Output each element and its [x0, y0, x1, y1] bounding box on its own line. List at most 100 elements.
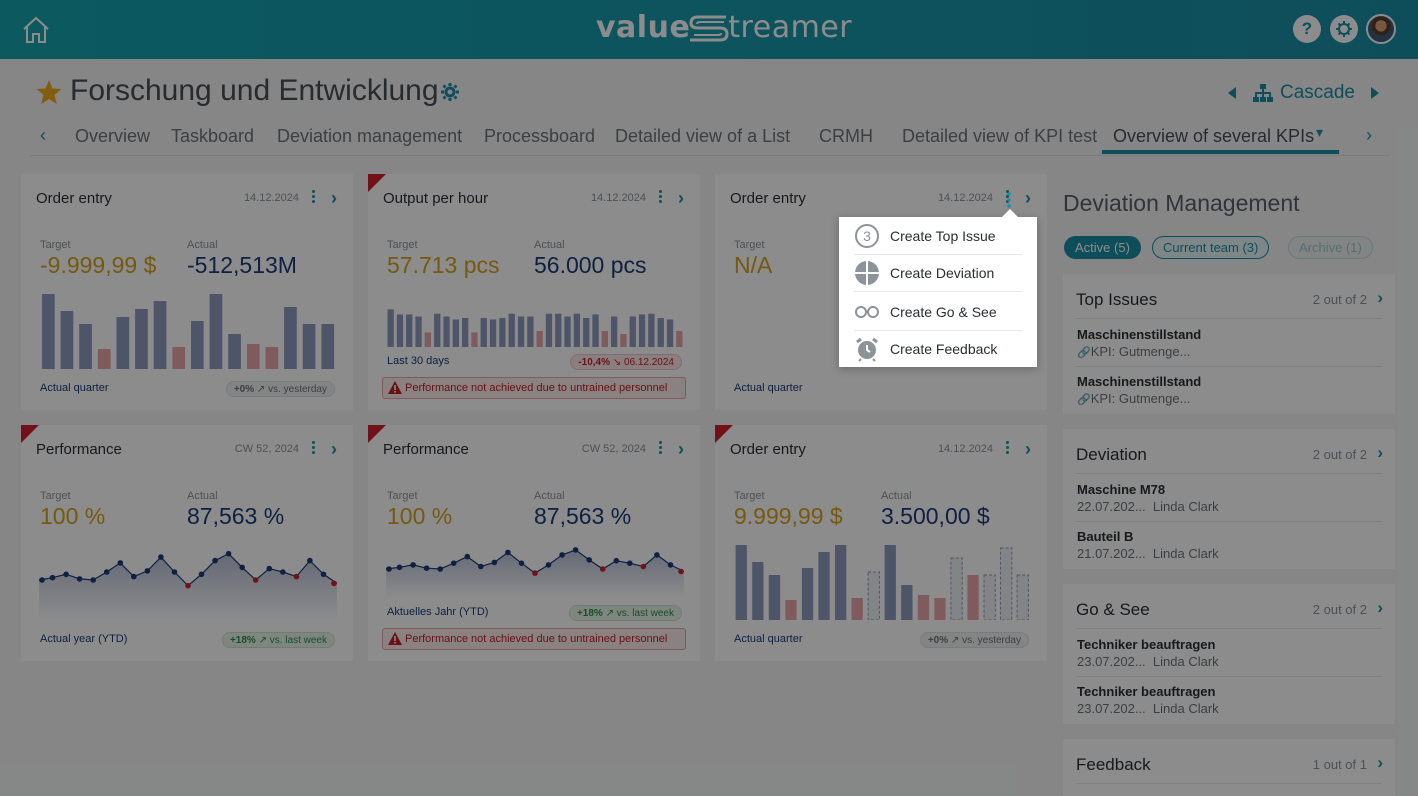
filter-active-pill[interactable]: Active (5)	[1064, 236, 1141, 259]
card-open-chevron-icon[interactable]: ›	[678, 188, 684, 208]
list-item-title[interactable]: Maschinenstillstand	[1077, 374, 1202, 389]
tab-overview-several-kpis[interactable]: Overview of several KPIs	[1113, 126, 1315, 146]
filter-archive-pill[interactable]: Archive (1)	[1288, 236, 1373, 259]
favorite-star-icon[interactable]	[35, 78, 63, 106]
chart-point	[198, 571, 205, 578]
chart-bar	[265, 347, 279, 369]
menu-item-create-go-see[interactable]: Create Go & See	[854, 294, 1024, 330]
card-open-chevron-icon[interactable]: ›	[1025, 188, 1031, 208]
user-avatar[interactable]	[1366, 14, 1396, 44]
menu-item-create-deviation[interactable]: Create Deviation	[854, 255, 1024, 291]
tab-detailed-view-kpi[interactable]: Detailed view of KPI test	[902, 126, 1098, 146]
chart-bar	[676, 331, 683, 347]
chart-bar	[406, 314, 413, 347]
trend-arrow-icon: ↗	[254, 384, 269, 395]
tab-dropdown-chevron-icon[interactable]: ▾	[1316, 124, 1324, 140]
chart-point	[307, 557, 313, 564]
chart-bar	[867, 571, 880, 620]
card-open-chevron-icon[interactable]: ›	[1025, 439, 1031, 459]
tab-overview[interactable]: Overview	[75, 126, 151, 146]
card-open-chevron-icon[interactable]: ›	[678, 439, 684, 459]
list-item-sub: 23.07.202... Linda Clark	[1077, 654, 1219, 669]
chart-bar	[462, 318, 469, 347]
card-menu-kebab-icon[interactable]	[310, 190, 316, 206]
card-menu-kebab-icon[interactable]	[657, 190, 663, 206]
modal-backdrop-top[interactable]	[0, 0, 1418, 59]
chart-bar	[785, 600, 797, 620]
chart-bar	[657, 318, 664, 347]
kpi-card[interactable]: Performance CW 52, 2024 › Target 100 % Actual…	[21, 425, 353, 661]
chart-bar	[564, 316, 571, 347]
modal-backdrop[interactable]	[0, 59, 1418, 796]
list-item-title[interactable]: Maschinenstillstand	[1077, 327, 1202, 342]
list-item-sub: 21.07.202... Linda Clark	[1077, 546, 1219, 561]
tab-deviation-management[interactable]: Deviation management	[277, 126, 463, 146]
tab-detailed-view-list[interactable]: Detailed view of a List	[615, 126, 791, 146]
card-date: 14.12.2024	[590, 192, 646, 204]
board-settings-gear-icon[interactable]	[440, 82, 460, 102]
kpi-card[interactable]: Order entry 14.12.2024 › Target 9.999,99 $ Ac…	[715, 425, 1047, 661]
chart-point	[654, 552, 660, 558]
panel-next-icon[interactable]: ›	[1377, 753, 1383, 772]
panel-next-icon[interactable]: ›	[1377, 288, 1383, 307]
alert-flag	[368, 425, 386, 443]
actual-label: Actual	[534, 239, 565, 251]
panel-next-icon[interactable]: ›	[1377, 598, 1383, 617]
panel-top-issues: Top Issues 2 out of 2 › Maschinenstillst…	[1063, 274, 1395, 414]
cascade-prev-icon[interactable]	[1228, 87, 1236, 99]
cascade-next-icon[interactable]	[1371, 87, 1379, 99]
hierarchy-icon	[1253, 84, 1273, 102]
card-menu-kebab-icon-active[interactable]	[1004, 191, 1014, 209]
list-item-title[interactable]: Bauteil B	[1077, 529, 1134, 544]
chart-bar	[116, 317, 130, 369]
menu-item-label: Create Feedback	[890, 341, 998, 357]
tab-processboard[interactable]: Processboard	[484, 126, 596, 146]
card-menu-kebab-icon[interactable]	[1004, 441, 1010, 457]
menu-item-create-top-issue[interactable]: 3 Create Top Issue	[854, 218, 1024, 254]
panel-divider	[1076, 473, 1382, 474]
target-label: Target	[734, 239, 765, 251]
chart-point	[491, 559, 498, 566]
chart-bar	[768, 575, 781, 620]
kpi-card[interactable]: Performance CW 52, 2024 › Target 100 % Actual…	[368, 425, 700, 661]
help-icon[interactable]: ?	[1293, 15, 1321, 43]
list-item-title[interactable]: Techniker beauftragen	[1077, 684, 1216, 699]
trend-value: -10,4%	[578, 357, 610, 368]
chart-bar	[396, 314, 404, 347]
alert-flag	[368, 174, 386, 192]
actual-label: Actual	[881, 490, 912, 502]
warning-banner[interactable]: Performance not achieved due to untraine…	[382, 628, 686, 650]
chart-bar	[79, 324, 92, 369]
card-menu-kebab-icon[interactable]	[1004, 190, 1010, 206]
card-title: Output per hour	[383, 190, 489, 207]
filter-current-team-pill[interactable]: Current team (3)	[1152, 236, 1270, 259]
chart-bar	[601, 331, 608, 347]
menu-item-label: Create Top Issue	[890, 228, 996, 244]
list-item-title[interactable]: Techniker beauftragen	[1077, 637, 1216, 652]
kpi-card[interactable]: Order entry 14.12.2024 › Target -9.999,99 $ A…	[21, 174, 353, 410]
chart-bar	[555, 313, 562, 347]
list-item-sub: 23.07.202... Linda Clark	[1077, 701, 1219, 716]
chart-bar	[434, 313, 441, 347]
settings-gear-icon[interactable]	[1330, 15, 1358, 43]
top-issue-3-icon: 3	[855, 224, 879, 248]
card-open-chevron-icon[interactable]: ›	[331, 188, 337, 208]
chart-bar	[443, 316, 450, 347]
chart-bar	[489, 319, 497, 347]
warning-banner[interactable]: Performance not achieved due to untraine…	[382, 377, 686, 399]
list-item-title[interactable]: Maschine M78	[1077, 482, 1166, 497]
kpi-card[interactable]: Output per hour 14.12.2024 › Target 57.713 p…	[368, 174, 700, 410]
card-open-chevron-icon[interactable]: ›	[331, 439, 337, 459]
card-menu-kebab-icon[interactable]	[310, 441, 316, 457]
tab-crmh[interactable]: CRMH	[819, 126, 873, 146]
tab-taskboard[interactable]: Taskboard	[171, 126, 255, 146]
chart-point	[559, 552, 565, 558]
glasses-icon	[855, 306, 879, 318]
card-menu-kebab-icon[interactable]	[657, 441, 663, 457]
menu-item-create-feedback[interactable]: Create Feedback	[854, 331, 1024, 367]
cascade-navigator[interactable]: Cascade	[1228, 80, 1379, 106]
home-icon[interactable]	[20, 14, 52, 46]
tab-scroll-right-icon[interactable]: ›	[1366, 125, 1372, 145]
panel-next-icon[interactable]: ›	[1377, 443, 1383, 462]
tab-scroll-left-icon[interactable]: ‹	[40, 125, 46, 145]
